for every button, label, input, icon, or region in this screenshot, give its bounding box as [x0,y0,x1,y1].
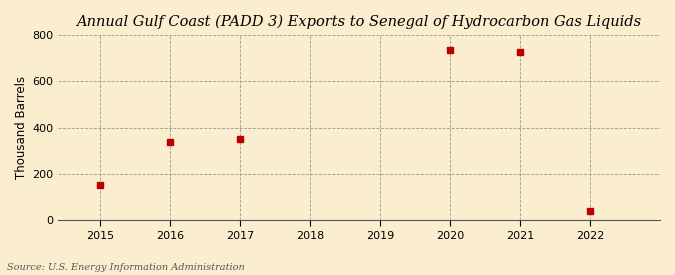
Y-axis label: Thousand Barrels: Thousand Barrels [15,76,28,179]
Text: Source: U.S. Energy Information Administration: Source: U.S. Energy Information Administ… [7,263,244,272]
Title: Annual Gulf Coast (PADD 3) Exports to Senegal of Hydrocarbon Gas Liquids: Annual Gulf Coast (PADD 3) Exports to Se… [76,15,642,29]
